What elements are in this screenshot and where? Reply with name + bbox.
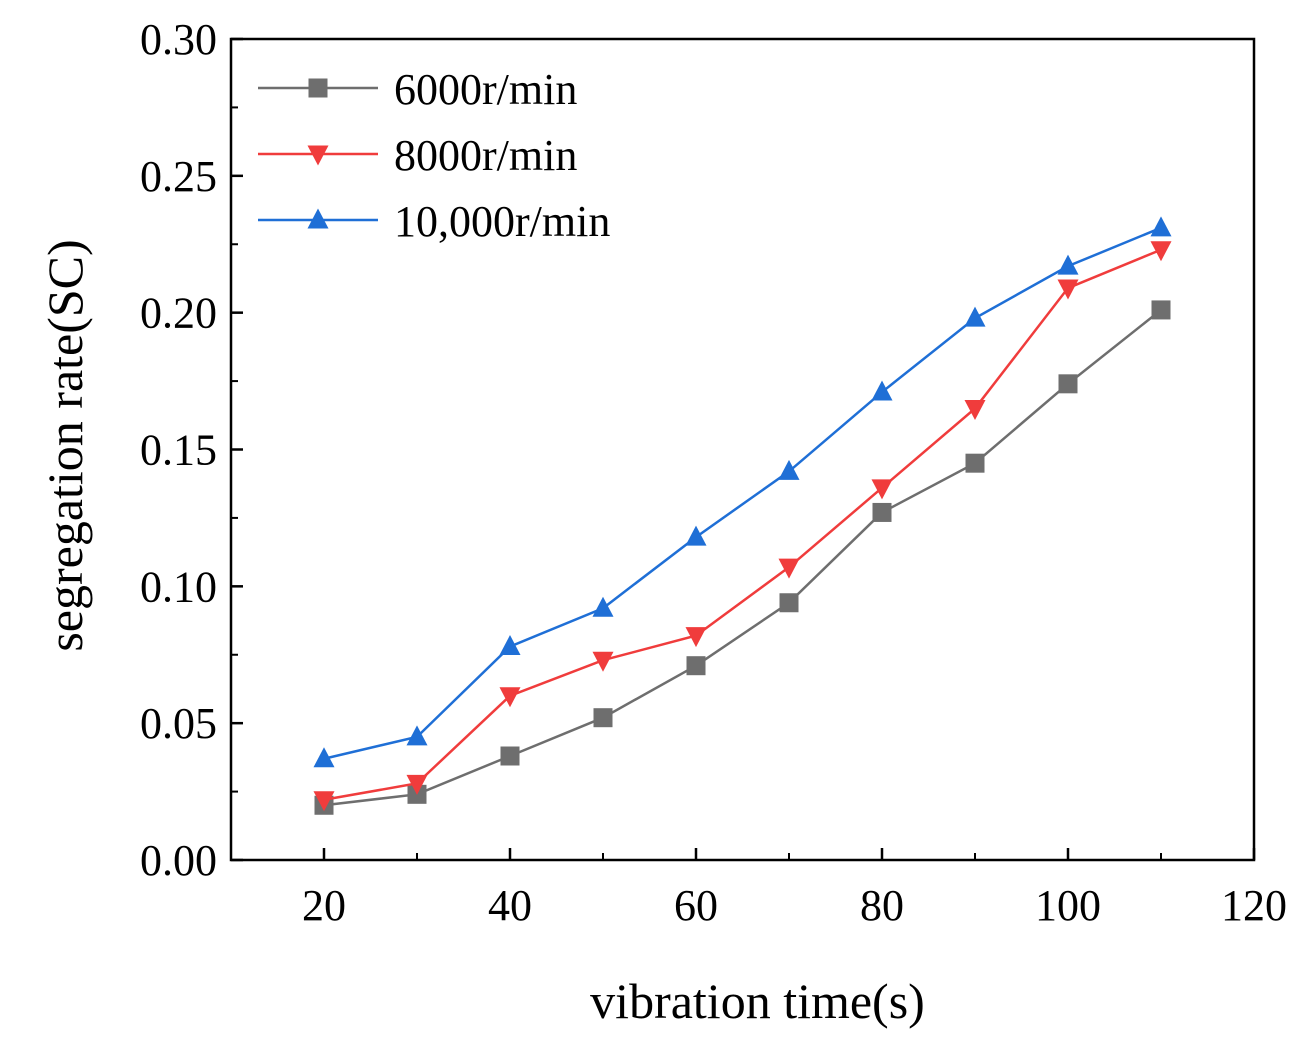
plot-border xyxy=(229,37,1256,862)
legend-entry: 6000r/min xyxy=(258,65,577,114)
data-point xyxy=(778,459,800,480)
data-point xyxy=(406,725,428,746)
x-tick-label: 80 xyxy=(860,881,904,930)
y-tick-label: 0.05 xyxy=(140,699,217,748)
x-tick-label: 40 xyxy=(488,881,532,930)
data-point xyxy=(685,627,707,648)
data-point xyxy=(500,746,520,766)
x-axis-title: vibration time(s) xyxy=(590,973,925,1029)
data-point xyxy=(1150,241,1172,262)
data-point xyxy=(778,558,800,579)
y-axis: 0.00 0.05 0.10 0.15 0.20 0.25 0.30 xyxy=(140,15,243,885)
series-2 xyxy=(313,241,1172,812)
legend-marker xyxy=(307,145,329,166)
data-point xyxy=(1058,374,1078,394)
data-point xyxy=(685,525,707,546)
data-point xyxy=(965,453,985,473)
y-tick-label: 0.25 xyxy=(140,152,217,201)
series-1 xyxy=(314,300,1171,815)
data-point xyxy=(872,502,892,522)
y-axis-title: segregation rate(SC) xyxy=(37,239,93,651)
series-line xyxy=(323,308,1162,807)
y-tick-label: 0.00 xyxy=(140,836,217,885)
legend-label: 6000r/min xyxy=(394,65,577,114)
x-tick-label: 120 xyxy=(1221,881,1287,930)
data-point xyxy=(592,596,614,617)
legend-marker xyxy=(308,78,328,98)
data-point xyxy=(313,791,335,812)
data-point xyxy=(593,708,613,728)
data-point xyxy=(1150,216,1172,237)
y-tick-label: 0.15 xyxy=(140,426,217,475)
x-axis: 20 40 60 80 100 120 xyxy=(302,848,1287,930)
data-point xyxy=(499,635,521,656)
series-layer xyxy=(313,216,1172,815)
y-tick-label: 0.30 xyxy=(140,15,217,64)
series-3 xyxy=(313,216,1172,768)
y-tick-label: 0.20 xyxy=(140,289,217,338)
series-line xyxy=(323,248,1162,802)
legend-label: 8000r/min xyxy=(394,131,577,180)
data-point xyxy=(406,774,428,795)
plot-area xyxy=(229,37,1256,862)
data-point xyxy=(1151,300,1171,320)
legend-label: 10,000r/min xyxy=(394,197,610,246)
data-point xyxy=(592,651,614,672)
data-point xyxy=(871,380,893,401)
x-tick-label: 60 xyxy=(674,881,718,930)
data-point xyxy=(313,747,335,768)
legend-marker xyxy=(307,208,329,229)
legend-entry: 10,000r/min xyxy=(258,197,610,246)
data-point xyxy=(779,593,799,613)
data-point xyxy=(686,656,706,676)
y-tick-label: 0.10 xyxy=(140,562,217,611)
data-point xyxy=(1057,254,1079,275)
data-point xyxy=(871,479,893,500)
legend-entry: 8000r/min xyxy=(258,131,577,180)
x-tick-label: 20 xyxy=(302,881,346,930)
data-point xyxy=(1057,279,1079,300)
series-line xyxy=(323,226,1162,760)
data-point xyxy=(964,306,986,327)
legend: 6000r/min 8000r/min 10,000r/min xyxy=(258,65,610,246)
data-point xyxy=(964,399,986,420)
x-tick-label: 100 xyxy=(1035,881,1101,930)
data-point xyxy=(499,687,521,708)
